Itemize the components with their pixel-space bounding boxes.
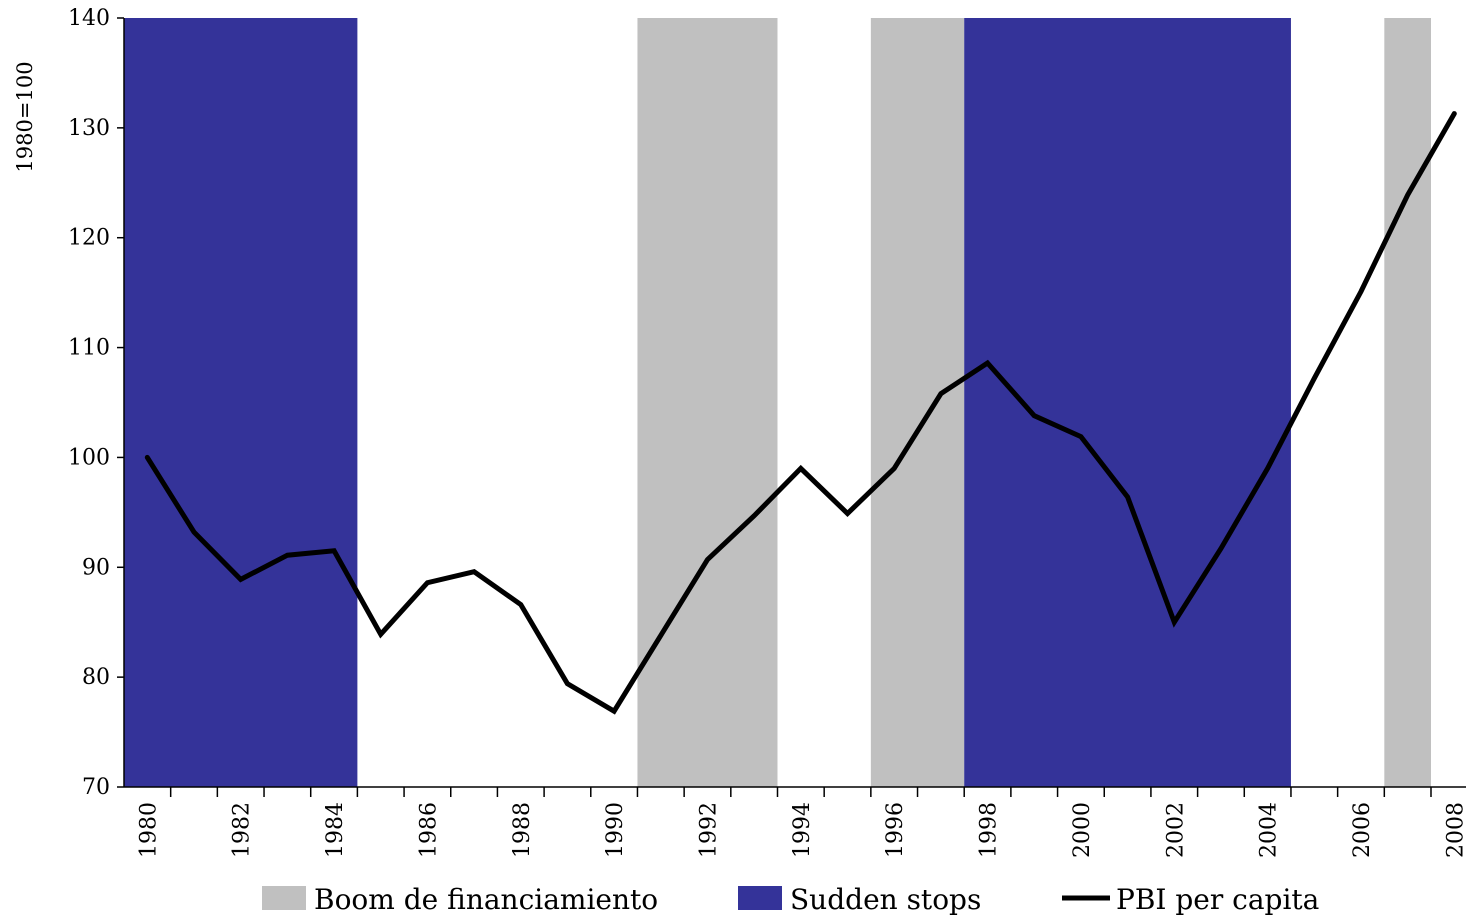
shaded-period-3: [870, 18, 965, 787]
data-point-1990: [613, 710, 615, 712]
data-point-1995: [847, 512, 849, 514]
shaded-period-4: [964, 18, 1291, 787]
x-tick-label-1992: 1992: [696, 802, 721, 858]
legend-label-3: PBI per capita: [1116, 883, 1319, 916]
data-point-1991: [660, 634, 662, 636]
data-point-1980: [146, 456, 148, 458]
data-point-1989: [566, 683, 568, 685]
x-tick-label-1990: 1990: [603, 802, 628, 858]
x-tick-label-2004: 2004: [1257, 802, 1282, 858]
legend: Boom de financiamiento Sudden stops PBI pe…: [262, 883, 1319, 916]
shaded-period-1: [124, 18, 358, 787]
y-tick-label-110: 110: [68, 336, 110, 361]
x-tick-label-2002: 2002: [1163, 802, 1188, 858]
legend-swatch-2: [738, 886, 782, 910]
shaded-period-5: [1384, 18, 1431, 787]
data-point-2004: [1267, 467, 1269, 469]
data-point-1997: [940, 393, 942, 395]
shaded-periods: [124, 18, 1431, 787]
y-tick-label-100: 100: [68, 445, 110, 470]
x-tick-label-1996: 1996: [883, 802, 908, 858]
data-point-1988: [520, 604, 522, 606]
axes: 70 80 90 100 110 120 130 140 1980 1982 1984 1986 198…: [68, 6, 1468, 858]
data-point-1992: [706, 559, 708, 561]
data-point-2003: [1220, 548, 1222, 550]
legend-item-3: PBI per capita: [1062, 883, 1319, 916]
x-tick-label-1984: 1984: [323, 802, 348, 858]
data-point-1993: [753, 515, 755, 517]
data-point-1983: [286, 554, 288, 556]
x-tick-label-1980: 1980: [136, 802, 161, 858]
x-tick-label-1994: 1994: [790, 802, 815, 858]
x-tick-label-1988: 1988: [510, 802, 535, 858]
y-tick-label-80: 80: [82, 665, 110, 690]
data-point-2000: [1080, 436, 1082, 438]
x-tick-label-2008: 2008: [1443, 802, 1468, 858]
shaded-period-2: [637, 18, 778, 787]
y-axis-title: 1980=100: [13, 61, 37, 172]
series: [144, 111, 1457, 715]
x-tick-label-2006: 2006: [1350, 802, 1375, 858]
legend-label-2: Sudden stops: [790, 883, 981, 916]
data-point-2002: [1173, 621, 1175, 623]
data-point-1996: [893, 467, 895, 469]
x-tick-label-1986: 1986: [416, 802, 441, 858]
data-point-1985: [380, 633, 382, 635]
y-tick-label-90: 90: [82, 555, 110, 580]
data-point-2007: [1407, 194, 1409, 196]
x-tick-label-2000: 2000: [1070, 802, 1095, 858]
legend-label-1: Boom de financiamiento: [314, 883, 658, 916]
data-point-1981: [193, 531, 195, 533]
legend-swatch-1: [262, 886, 306, 910]
data-point-2006: [1360, 291, 1362, 293]
y-tick-label-140: 140: [68, 6, 110, 31]
data-point-1987: [473, 571, 475, 573]
data-point-1984: [333, 550, 335, 552]
data-point-1998: [987, 362, 989, 364]
data-point-2008: [1453, 113, 1455, 115]
data-point-1999: [1033, 415, 1035, 417]
legend-item-2: Sudden stops: [738, 883, 981, 916]
x-tick-label-1982: 1982: [230, 802, 255, 858]
data-point-1982: [240, 578, 242, 580]
y-tick-label-120: 120: [68, 226, 110, 251]
legend-item-1: Boom de financiamiento: [262, 883, 658, 916]
x-tick-label-1998: 1998: [977, 802, 1002, 858]
data-point-2001: [1127, 496, 1129, 498]
data-point-1994: [800, 467, 802, 469]
y-tick-label-70: 70: [82, 775, 110, 800]
data-point-1986: [426, 582, 428, 584]
data-point-2005: [1313, 377, 1315, 379]
y-tick-label-130: 130: [68, 116, 110, 141]
